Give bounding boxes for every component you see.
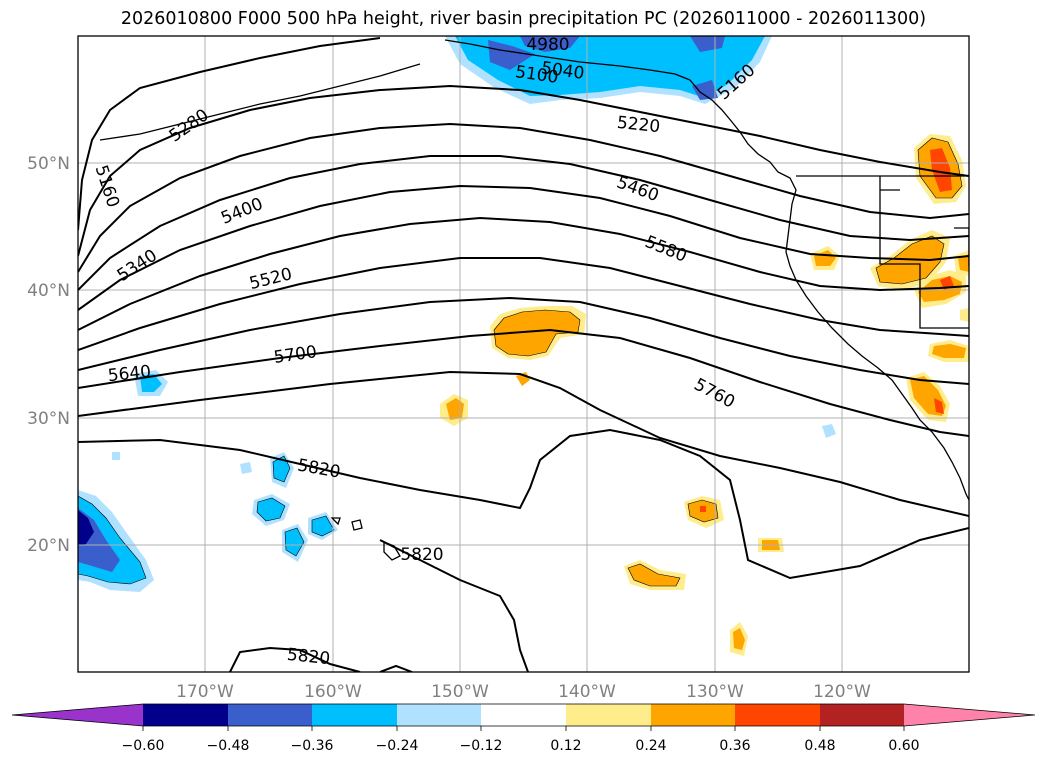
- colorbar-segment: [312, 704, 397, 726]
- contour-line: [78, 184, 969, 311]
- longitude-ticks: 170°W 160°W 150°W 140°W 130°W 120°W: [176, 682, 871, 702]
- lat-tick-label: 50°N: [27, 154, 70, 174]
- colorbar-segment: [228, 704, 312, 726]
- colorbar-tick-label: 0.24: [635, 738, 666, 754]
- colorbar-tick-label: −0.12: [460, 738, 503, 754]
- gridlines: [78, 36, 969, 672]
- map-title: 2026010800 F000 500 hPa height, river ba…: [120, 9, 927, 29]
- colorbar-tick-label: −0.36: [291, 738, 334, 754]
- colorbar-extend-high: [904, 704, 1035, 726]
- shading-coast-small: [958, 254, 969, 272]
- contour-label: 5760: [691, 375, 739, 413]
- latitude-ticks: 50°N 40°N 30°N 20°N: [27, 154, 70, 556]
- contour-line: [379, 664, 413, 672]
- colorbar-extend-low: [12, 704, 143, 726]
- coastline-north-america: [689, 79, 969, 501]
- shading-coast-small: [932, 344, 966, 358]
- lat-tick-label: 20°N: [27, 536, 70, 556]
- colorbar-tick-label: −0.24: [376, 738, 419, 754]
- contour-label: 5580: [642, 232, 690, 267]
- colorbar-segment: [566, 704, 651, 726]
- contour-label: 5820: [296, 455, 342, 482]
- shading-small-blob: [112, 452, 120, 460]
- colorbar-tick-label: 0.12: [550, 738, 581, 754]
- colorbar-segment: [481, 704, 566, 726]
- shading-layer: [78, 36, 969, 656]
- shading-gulf-alaska-strong: [488, 40, 535, 70]
- shading-gulf-alaska-strong: [690, 36, 725, 52]
- colorbar-segment: [820, 704, 904, 726]
- contour-line: [379, 539, 529, 672]
- colorbar-tick-label: 0.60: [888, 738, 919, 754]
- coastline-aleutians: [99, 63, 421, 141]
- contour-label: 5460: [614, 173, 661, 207]
- lat-tick-label: 30°N: [27, 409, 70, 429]
- lon-tick-label: 150°W: [431, 682, 489, 702]
- coastline-alaska: [444, 39, 691, 81]
- lat-tick-label: 40°N: [27, 281, 70, 301]
- border-states: [879, 176, 969, 329]
- shading-coast-small: [960, 308, 969, 322]
- shading-central-pacific-mid: [494, 310, 580, 356]
- shading-gulf-alaska-strong: [692, 80, 718, 100]
- lon-tick-label: 120°W: [813, 682, 871, 702]
- lon-tick-label: 130°W: [686, 682, 744, 702]
- lon-tick-label: 170°W: [176, 682, 234, 702]
- contour-line: [78, 155, 969, 291]
- contour-line: [78, 257, 969, 351]
- shading-pacific-northwest: [930, 148, 952, 192]
- shading-east-tropics-a: [700, 506, 706, 512]
- contour-label: 5220: [616, 113, 661, 137]
- contour-label: 5820: [400, 545, 443, 565]
- colorbar-segment: [735, 704, 820, 726]
- contour-line: [78, 328, 969, 437]
- shading-east-tropics-b: [628, 564, 680, 586]
- contour-line: [229, 646, 361, 672]
- shading-socal: [934, 398, 944, 414]
- contour-label: 5700: [272, 342, 318, 368]
- colorbar-tick-label: 0.36: [719, 738, 750, 754]
- map-frame: [77, 35, 970, 673]
- colorbar-tick-label: −0.60: [122, 738, 165, 754]
- shading-gulf-alaska-mid: [455, 36, 765, 98]
- contour-label: 5820: [286, 645, 331, 669]
- shading-west-small: [140, 374, 162, 392]
- shading-outlines: [78, 137, 963, 587]
- colorbar: −0.60 −0.48 −0.36 −0.24 −0.12 0.12 0.24 …: [11, 703, 1036, 754]
- contour-line: [78, 216, 969, 331]
- contour-line: [78, 37, 381, 231]
- shading-hawaii-d: [273, 456, 290, 482]
- shading-east-tropics-d: [733, 628, 745, 650]
- colorbar-segment: [143, 704, 228, 726]
- contour-label: 4980: [526, 35, 569, 55]
- contour-line: [78, 84, 969, 257]
- shading-gulf-alaska-strong: [520, 36, 580, 52]
- contour-label: 5280: [166, 105, 213, 146]
- contour-line: [78, 428, 969, 580]
- coastline-hawaii: [330, 517, 401, 561]
- shading-hawaii-b: [285, 528, 304, 556]
- shading-small-blob: [822, 424, 836, 438]
- colorbar-tick-label: 0.48: [804, 738, 835, 754]
- contour-label: 5640: [107, 362, 152, 386]
- lon-tick-label: 160°W: [304, 682, 362, 702]
- height-contours: [78, 37, 969, 672]
- shading-west-tropics-max: [78, 510, 94, 546]
- contour-line: [78, 122, 969, 273]
- colorbar-segment: [651, 704, 735, 726]
- colorbar-segment: [397, 704, 481, 726]
- contour-line: [78, 370, 969, 517]
- shading-hawaii-a: [257, 498, 285, 521]
- colorbar-tick-label: −0.48: [207, 738, 250, 754]
- shading-small-blob: [240, 462, 252, 474]
- shading-hawaii-c: [312, 516, 334, 536]
- contour-line: [78, 296, 969, 385]
- lon-tick-label: 140°W: [558, 682, 616, 702]
